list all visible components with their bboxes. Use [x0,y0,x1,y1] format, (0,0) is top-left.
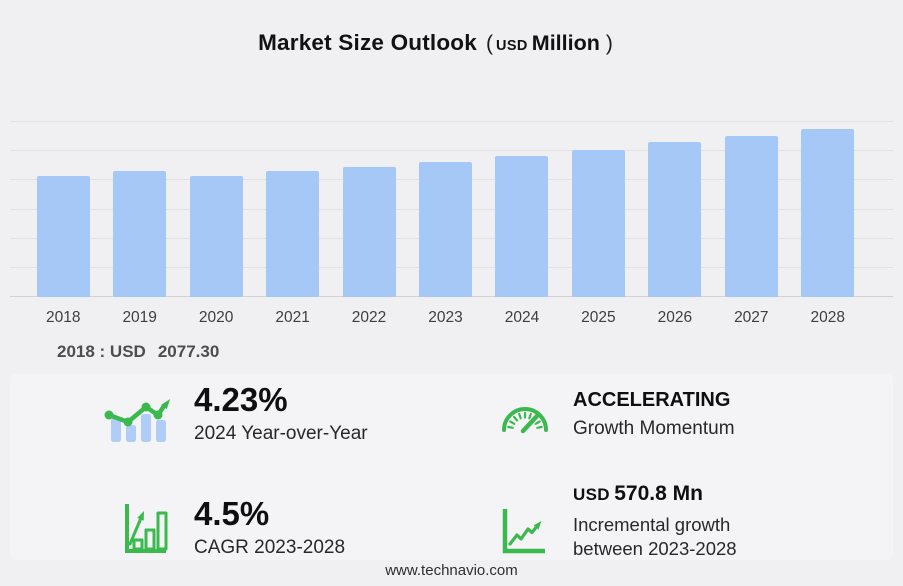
bar-growth-icon [120,500,169,562]
bar-2028 [801,128,855,297]
gridline-3000 [10,121,893,122]
yoy-label: 2024 Year-over-Year [194,423,368,444]
bar-slot-2025 [560,122,636,297]
gridline-2500 [10,150,893,152]
title-main: Market Size Outlook [258,30,477,55]
x-tick-2023: 2023 [428,309,463,326]
x-axis-labels: 2018 2019 2020 2021 2022 2023 2024 2025 2026 2027… [25,309,866,327]
x-tick-2022: 2022 [351,309,387,326]
bar-2023 [418,161,472,297]
bar-2027 [724,135,778,297]
x-tick-2024: 2024 [504,309,540,326]
stat-yoy: 4.23% 2024 Year-over-Year [194,382,368,446]
title-close-paren: ) [605,32,613,55]
base-year-value: 2077.30 [157,342,220,361]
title-currency: USD [495,38,528,54]
bar-2019 [113,171,167,297]
x-tick-2027: 2027 [734,309,769,326]
incremental-value: USD 570.8 Mn [573,480,773,510]
bar-slot-2019 [101,122,177,297]
bar-2020 [189,176,243,297]
title-open-paren: ( [485,32,493,55]
bar-2026 [648,142,702,297]
bar-2018 [36,175,90,297]
bar-slot-2020 [178,122,254,297]
bar-2021 [266,170,320,297]
bar-slot-2024 [484,122,560,297]
cagr-label: CAGR 2023-2028 [194,537,346,558]
base-year-note: 2018 : USD 2077.30 [57,342,219,362]
bar-plot [25,122,866,297]
stat-momentum: ACCELERATING Growth Momentum [573,387,735,441]
bar-slot-2027 [713,122,789,297]
website-text: www.technavio.com [385,562,518,579]
incremental-amount: 570.8 Mn [614,482,703,505]
incremental-currency: USD [573,485,610,504]
bar-slot-2026 [637,122,713,297]
title-unit: Million [531,31,600,55]
bar-2025 [571,149,625,297]
gauge-icon [498,392,552,443]
x-tick-2019: 2019 [122,309,157,326]
x-tick-2018: 2018 [45,309,81,326]
market-size-chart [10,121,893,297]
base-year-prefix: 2018 : USD [57,342,146,361]
x-tick-2026: 2026 [657,309,693,326]
bar-2024 [495,156,549,297]
stat-cagr: 4.5% CAGR 2023-2028 [194,496,345,560]
momentum-label: Growth Momentum [573,418,735,439]
bar-slot-2021 [254,122,330,297]
bar-slot-2028 [790,122,866,297]
incremental-label: Incremental growth between 2023-2028 [573,514,737,559]
page-title: Market Size Outlook (USD Million) [0,30,887,56]
x-tick-2025: 2025 [581,309,616,326]
bar-slot-2023 [407,122,483,297]
cagr-value: 4.5% [194,495,270,532]
bar-2022 [342,167,396,297]
x-tick-2020: 2020 [198,309,234,326]
footer: www.technavio.com [0,562,903,579]
yoy-value: 4.23% [194,381,288,418]
bar-slot-2022 [331,122,407,297]
x-tick-2021: 2021 [275,309,310,326]
momentum-value: ACCELERATING [573,389,731,411]
bar-slot-2018 [25,122,101,297]
line-growth-icon [497,503,549,562]
trend-bars-icon [103,384,179,451]
x-tick-2028: 2028 [810,309,845,326]
stat-incremental: USD 570.8 Mn Incremental growth between … [573,480,773,560]
